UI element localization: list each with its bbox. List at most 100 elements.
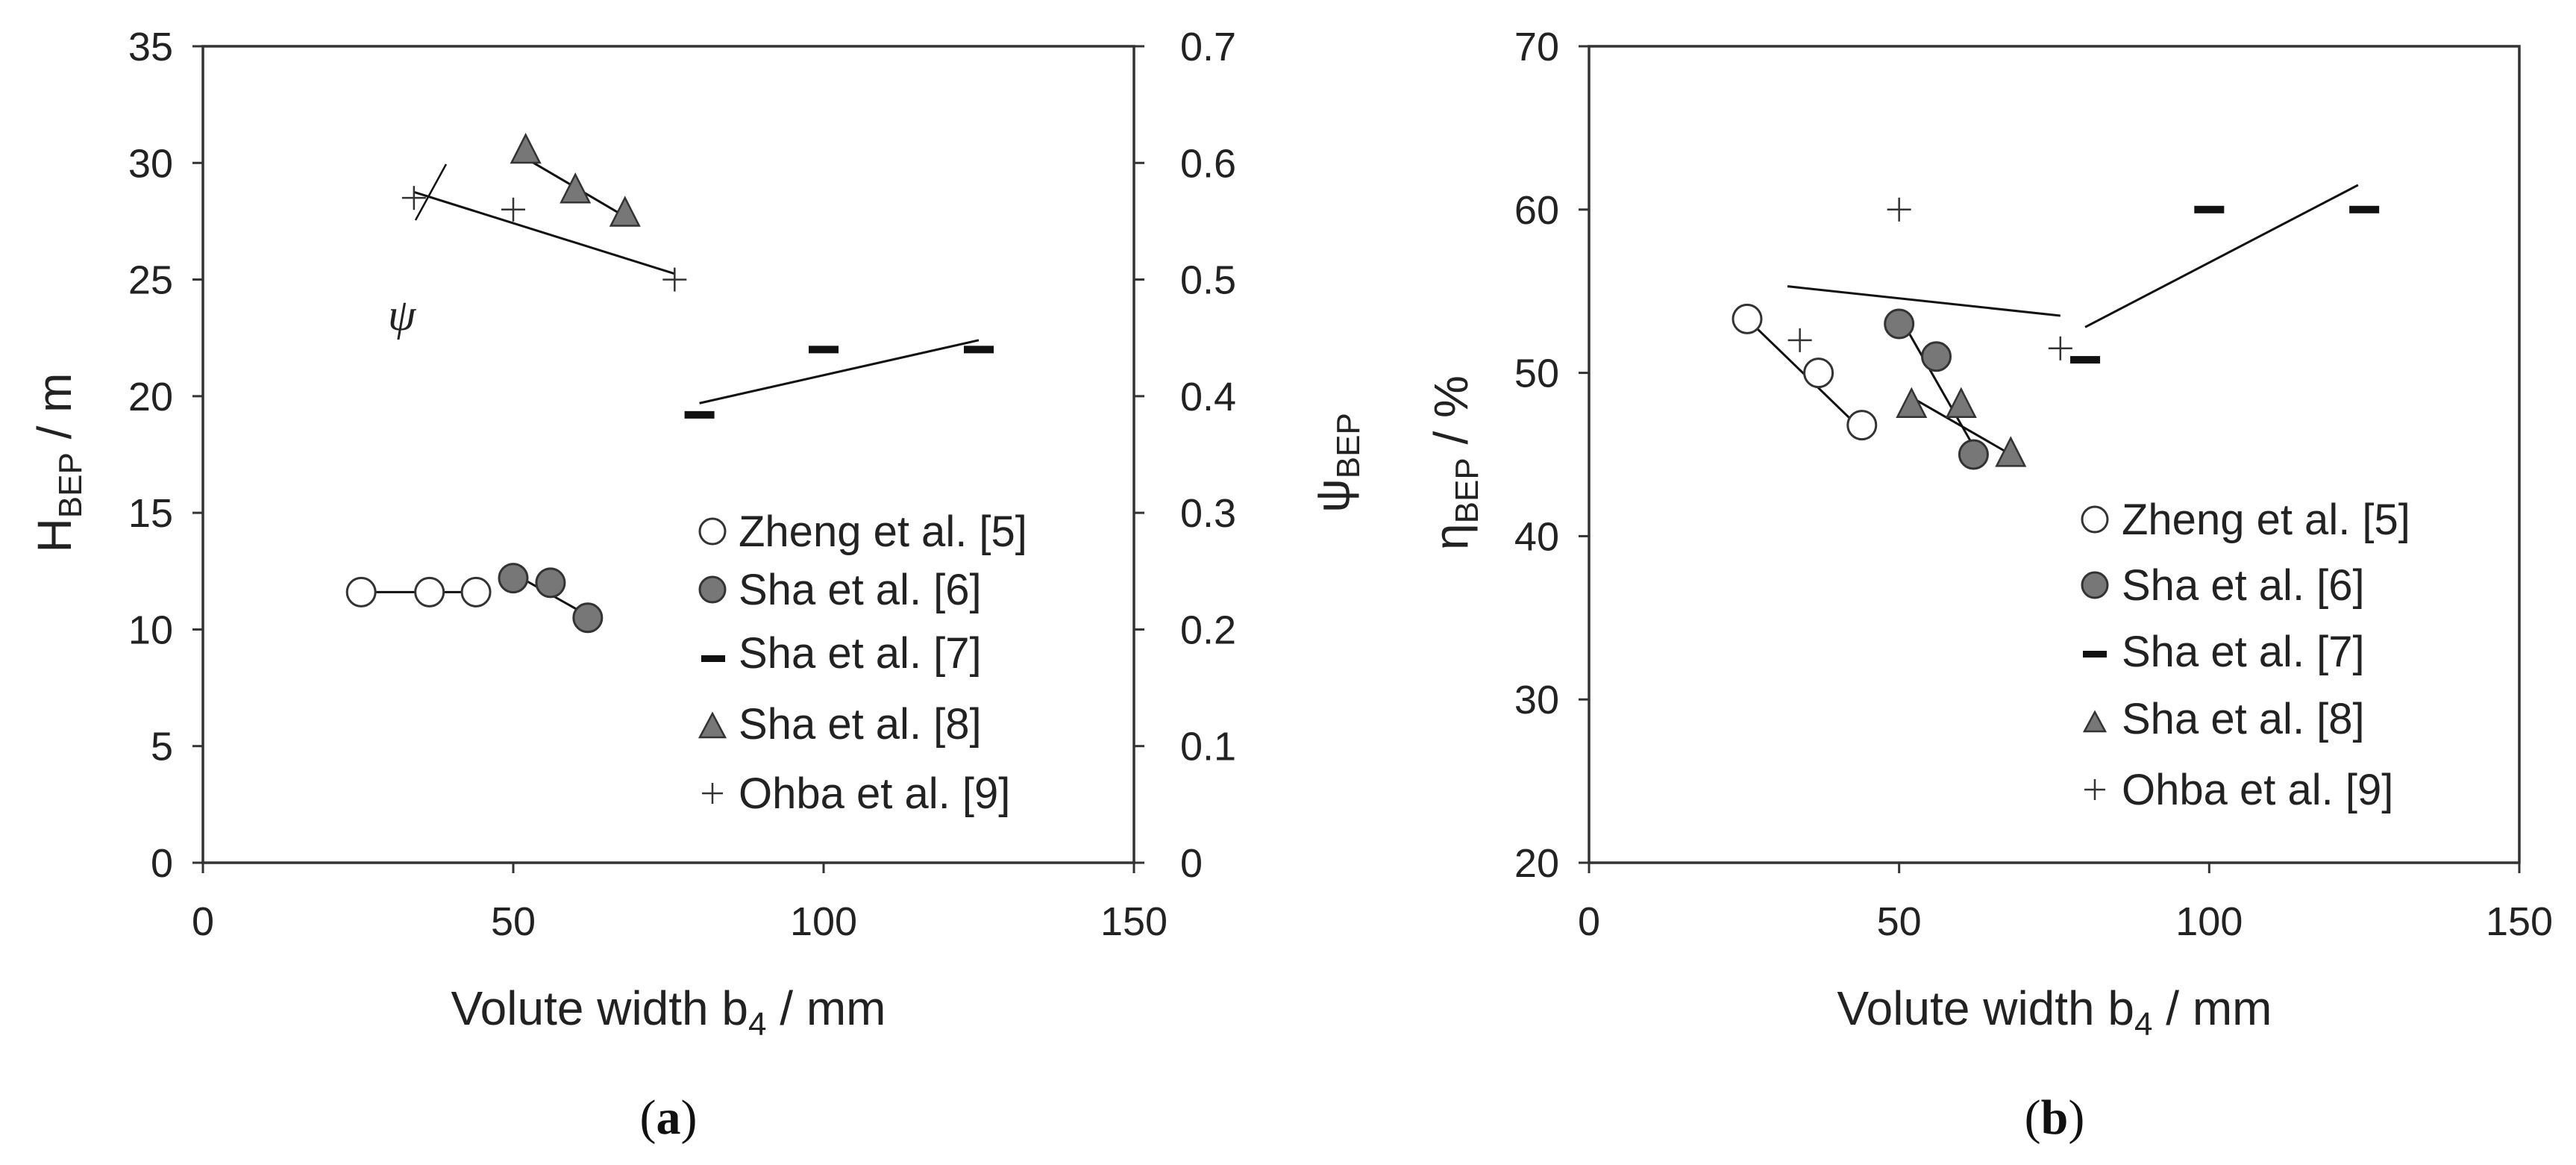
legend-marker-dash	[701, 655, 725, 662]
x-tick-label: 50	[491, 899, 536, 944]
data-point-dash	[809, 346, 839, 354]
panel-b-label: (b)	[2025, 1090, 2085, 1145]
data-point-triangle	[1995, 436, 2027, 467]
panel-b-y-axis-label: ηBEP / %	[1424, 375, 1485, 550]
data-point-filled-circle	[535, 567, 566, 599]
y2-tick-label: 0.1	[1180, 725, 1236, 769]
y-tick-label: 5	[151, 725, 173, 769]
y-tick-label: 15	[128, 491, 173, 536]
panel-b-plot-frame	[1588, 45, 2521, 864]
trend-line	[413, 190, 675, 275]
x-tick-label: 0	[192, 899, 214, 944]
y2-tick-label: 0.3	[1180, 491, 1236, 536]
y-tick-label: 10	[128, 608, 173, 652]
y-tick-label: 35	[128, 25, 173, 69]
trend-line	[1898, 315, 1975, 447]
y-tick-label: 20	[128, 375, 173, 419]
y-tick-label: 70	[1514, 25, 1559, 69]
x-tick-label: 100	[790, 899, 857, 944]
legend-label: Ohba et al. [9]	[739, 769, 1010, 818]
trend-line	[1911, 396, 2012, 456]
legend-marker-open-circle	[698, 517, 727, 546]
data-point-dash	[964, 346, 994, 354]
y2-tick-label: 0	[1180, 841, 1203, 886]
y2-tick-label: 0.5	[1180, 258, 1236, 303]
panel-a-legend: Zheng et al. [5] Sha et al. [6] Sha et a…	[698, 507, 1027, 818]
x-tick-label: 50	[1877, 899, 1922, 944]
data-point-plus	[401, 186, 426, 210]
data-point-dash	[2070, 356, 2101, 364]
y-tick-label: 20	[1514, 841, 1559, 886]
y2-tick-label: 0.2	[1180, 608, 1236, 652]
legend-label: Zheng et al. [5]	[739, 507, 1027, 556]
legend-marker-plus	[2084, 779, 2105, 800]
data-point-dash	[2194, 205, 2225, 213]
y2-tick-label: 0.4	[1180, 375, 1236, 419]
legend-label: Zheng et al. [5]	[2122, 496, 2410, 544]
legend-label: Sha et al. [6]	[739, 566, 982, 614]
data-point-dash	[2349, 205, 2380, 213]
data-point-plus	[1887, 197, 1911, 222]
y-tick-label: 60	[1514, 188, 1559, 233]
panel-b-left-ticks: 20 30 40 50 60 70	[1514, 25, 1589, 886]
legend-marker-dash	[2083, 651, 2107, 658]
data-point-triangle	[1945, 387, 1977, 419]
panel-a-label: (a)	[640, 1090, 698, 1145]
data-point-filled-circle	[572, 602, 604, 634]
y-tick-label: 0	[151, 841, 173, 886]
x-tick-label: 100	[2175, 899, 2243, 944]
data-point-open-circle	[460, 576, 492, 608]
y-tick-label: 50	[1514, 352, 1559, 396]
data-point-triangle	[510, 132, 542, 164]
trend-line	[1787, 285, 2061, 317]
x-tick-label: 0	[1578, 899, 1600, 944]
panel-a-right-axis-label: ψBEP	[1306, 413, 1367, 513]
legend-label: Sha et al. [7]	[739, 629, 982, 678]
panel-a-x-ticks: 0 50 100 150	[192, 863, 1168, 944]
y-tick-label: 30	[1514, 678, 1559, 722]
data-point-filled-circle	[1921, 341, 1952, 372]
data-point-plus	[2048, 336, 2072, 360]
y2-tick-label: 0.6	[1180, 141, 1236, 186]
x-tick-label: 150	[2486, 899, 2553, 944]
x-tick-label: 150	[1100, 899, 1168, 944]
legend-marker-triangle	[698, 711, 727, 739]
legend-label: Ohba et al. [9]	[2122, 766, 2393, 814]
data-point-open-circle	[414, 576, 445, 608]
data-point-open-circle	[1803, 357, 1834, 389]
data-point-triangle	[560, 172, 592, 204]
psi-annotation: ψ	[388, 290, 417, 340]
legend-marker-plus	[702, 783, 723, 804]
y-tick-label: 25	[128, 258, 173, 303]
panel-b-x-axis-label: Volute width b4 / mm	[1837, 981, 2272, 1043]
data-point-filled-circle	[1884, 308, 1915, 340]
y-tick-label: 30	[128, 141, 173, 186]
panel-b-legend: Zheng et al. [5] Sha et al. [6] Sha et a…	[2081, 496, 2410, 814]
data-point-triangle	[1896, 387, 1928, 419]
data-point-plus	[662, 267, 687, 292]
panel-a-right-ticks: 0 0.1 0.2 0.3 0.4 0.5 0.6 0.7	[1134, 25, 1236, 886]
legend-label: Sha et al. [6]	[2122, 561, 2365, 610]
legend-label: Sha et al. [7]	[2122, 628, 2365, 676]
psi-annotation-leader	[414, 163, 448, 221]
legend-label: Sha et al. [8]	[739, 700, 982, 749]
data-point-open-circle	[1846, 410, 1878, 441]
panel-a-series	[345, 132, 994, 634]
panel-b: 20 30 40 50 60 70 0 50 100 150 ηBEP / % Volute w…	[1424, 25, 2553, 1145]
panel-b-x-ticks: 0 50 100 150	[1578, 863, 2553, 944]
data-point-triangle	[609, 196, 641, 227]
panel-a-plot-frame	[201, 45, 1135, 864]
data-point-filled-circle	[498, 563, 529, 594]
data-point-filled-circle	[1958, 439, 1989, 470]
panel-a: 0 5 10 15 20 25 30 35 0 0.1 0.2 0.3 0.4 0.5 0.6 0.7 0 5…	[28, 25, 1367, 1145]
panel-a-left-ticks: 0 5 10 15 20 25 30 35	[128, 25, 203, 886]
legend-label: Sha et al. [8]	[2122, 695, 2365, 743]
panel-a-y-axis-label: HBEP / m	[28, 373, 89, 553]
y-tick-label: 40	[1514, 514, 1559, 559]
legend-marker-triangle	[2082, 710, 2108, 733]
trend-line	[2084, 184, 2359, 328]
data-point-plus	[1787, 328, 1812, 352]
legend-marker-open-circle	[2081, 505, 2109, 534]
legend-marker-filled-circle	[2081, 571, 2109, 599]
